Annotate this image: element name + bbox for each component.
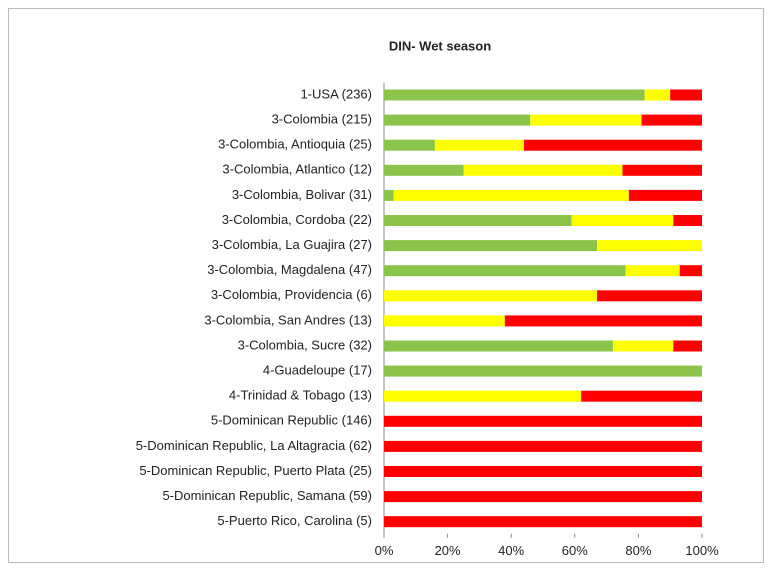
y-tick-label: 3-Colombia, San Andres (13) (204, 312, 372, 327)
y-tick-label: 3-Colombia (215) (272, 112, 372, 127)
x-tick-label: 100% (685, 543, 719, 558)
bar-segment (384, 340, 613, 352)
y-tick-label: 3-Colombia, Bolivar (31) (232, 187, 372, 202)
bar-segment (384, 114, 531, 126)
y-tick-label: 5-Dominican Republic, Samana (59) (162, 488, 372, 503)
bar-segment (384, 415, 702, 427)
x-tick-label: 40% (498, 543, 524, 558)
bar-segment (384, 365, 702, 377)
chart-title: DIN- Wet season (389, 38, 491, 53)
bar-segment (384, 240, 598, 252)
y-tick-label: 5-Dominican Republic (146) (211, 413, 372, 428)
bar-segment (384, 315, 505, 327)
y-tick-label: 4-Trinidad & Tobago (13) (229, 388, 372, 403)
bar-segment (612, 340, 674, 352)
bar-segment (384, 215, 572, 226)
bar-segment (679, 265, 702, 277)
bar-segment (393, 189, 629, 201)
bar-segment (384, 466, 702, 477)
bar-segment (628, 189, 702, 201)
y-tick-label: 4-Guadeloupe (17) (263, 363, 372, 378)
bar-segment (463, 164, 623, 176)
y-tick-label: 3-Colombia, Atlantico (12) (222, 162, 372, 177)
bar-segment (670, 89, 702, 101)
y-tick-label: 3-Colombia, Cordoba (22) (222, 212, 372, 227)
bar-segment (673, 215, 702, 226)
bar-segment (504, 315, 702, 327)
bar-segment (673, 340, 702, 352)
bar-segment (523, 139, 702, 151)
bar-segment (384, 265, 626, 277)
x-tick-label: 80% (625, 543, 651, 558)
bar-segment (530, 114, 642, 126)
y-tick-label: 5-Dominican Republic, Puerto Plata (25) (139, 463, 372, 478)
bar-segment (581, 390, 702, 402)
bar-segment (384, 516, 702, 528)
y-tick-label: 3-Colombia, Sucre (32) (238, 337, 372, 352)
y-tick-label: 3-Colombia, La Guajira (27) (212, 237, 372, 252)
bar-segment (571, 215, 674, 226)
y-tick-label: 1-USA (236) (300, 86, 372, 101)
bar-segment (384, 290, 598, 302)
bar-segment (384, 440, 702, 452)
x-tick-label: 0% (375, 543, 394, 558)
bar-segment (597, 290, 702, 302)
x-tick-label: 20% (435, 543, 461, 558)
bar-segment (625, 265, 680, 277)
bar-segment (384, 491, 702, 503)
bar-segment (384, 189, 394, 201)
y-tick-label: 3-Colombia, Providencia (6) (211, 287, 372, 302)
chart-frame (8, 8, 764, 563)
y-tick-label: 3-Colombia, Magdalena (47) (207, 262, 372, 277)
y-tick-label: 3-Colombia, Antioquia (25) (218, 137, 372, 152)
bar-segment (641, 114, 702, 126)
bar-segment (384, 89, 645, 101)
bar-segment (434, 139, 524, 151)
bar-segment (384, 164, 464, 176)
y-tick-label: 5-Puerto Rico, Carolina (5) (217, 513, 372, 528)
bar-segment (384, 139, 435, 151)
bar-segment (622, 164, 702, 176)
bar-segment (597, 240, 702, 252)
y-tick-label: 5-Dominican Republic, La Altagracia (62) (136, 438, 372, 453)
bar-segment (644, 89, 671, 101)
x-tick-label: 60% (562, 543, 588, 558)
bar-segment (384, 390, 582, 402)
